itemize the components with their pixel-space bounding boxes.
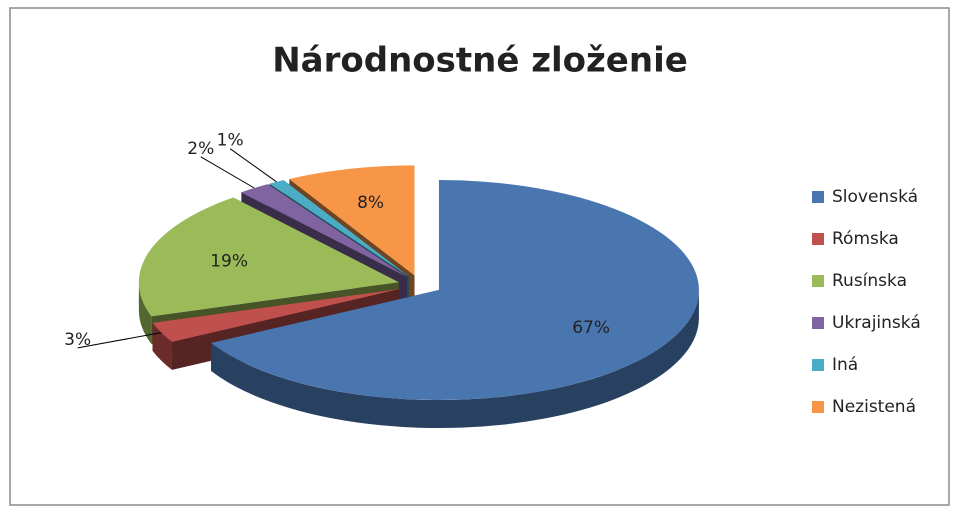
- slice-wall: [152, 322, 172, 370]
- leader-line: [77, 332, 162, 349]
- slice: [152, 288, 400, 342]
- chart-title: Národnostné zloženie: [272, 41, 688, 81]
- slice: [289, 165, 415, 276]
- slice: [269, 180, 409, 277]
- slice-side: [152, 288, 400, 351]
- legend-swatch: [812, 275, 824, 287]
- slice: [211, 180, 699, 401]
- slice-wall: [138, 282, 152, 345]
- legend-label: Slovenská: [832, 187, 918, 207]
- data-label: 2%: [187, 139, 214, 159]
- data-label: 67%: [572, 318, 610, 338]
- data-label: 1%: [217, 131, 244, 151]
- leader-line: [229, 148, 277, 183]
- legend-label: Rómska: [832, 229, 899, 249]
- legend-swatch: [812, 317, 824, 329]
- data-label: 19%: [210, 251, 248, 271]
- legend-swatch: [812, 401, 824, 413]
- slice: [241, 184, 408, 277]
- legend-label: Iná: [832, 355, 858, 375]
- legend-label: Nezistená: [832, 397, 916, 417]
- legend-swatch: [812, 191, 824, 203]
- legend-label: Ukrajinská: [832, 313, 921, 333]
- legend-swatch: [812, 359, 824, 371]
- leader-line: [200, 156, 255, 189]
- data-label: 8%: [357, 193, 384, 213]
- slice: [138, 197, 399, 317]
- legend-label: Rusínska: [832, 271, 907, 291]
- data-label: 3%: [64, 330, 91, 350]
- legend-swatch: [812, 233, 824, 245]
- slice-wall: [211, 290, 699, 429]
